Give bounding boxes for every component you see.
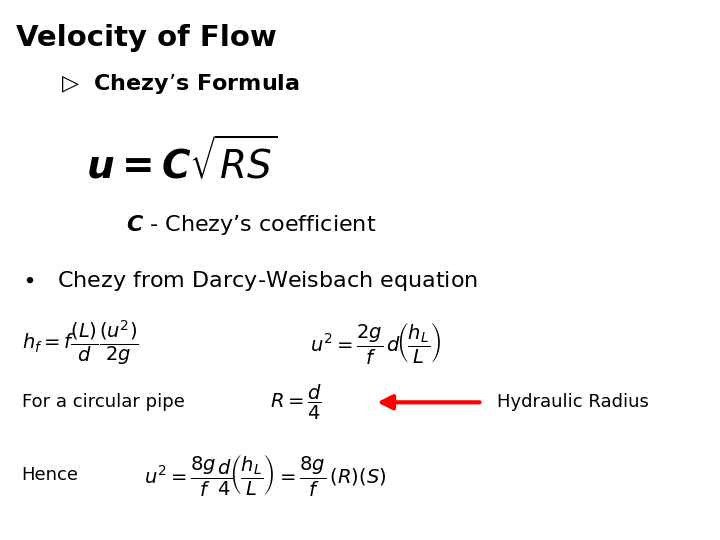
Text: Hydraulic Radius: Hydraulic Radius [497,393,649,411]
Text: $u^2 = \dfrac{8g}{f}\dfrac{d}{4}\!\left(\dfrac{h_L}{L}\right) = \dfrac{8g}{f}\,(: $u^2 = \dfrac{8g}{f}\dfrac{d}{4}\!\left(… [144,452,387,498]
Text: $R = \dfrac{d}{4}$: $R = \dfrac{d}{4}$ [270,383,322,422]
Text: For a circular pipe: For a circular pipe [22,393,184,411]
Text: $\boldsymbol{C}$ - Chezy’s coefficient: $\boldsymbol{C}$ - Chezy’s coefficient [126,212,377,237]
Text: $h_f = f\dfrac{(L)}{d}\dfrac{(u^2)}{2g}$: $h_f = f\dfrac{(L)}{d}\dfrac{(u^2)}{2g}$ [22,319,138,367]
Text: Velocity of Flow: Velocity of Flow [16,24,276,52]
Text: Hence: Hence [22,466,78,484]
Text: $\boldsymbol{u = C\sqrt{RS}}$: $\boldsymbol{u = C\sqrt{RS}}$ [86,138,278,186]
Text: $\triangleright$  Chezy’s Formula: $\triangleright$ Chezy’s Formula [61,71,300,96]
Text: $\bullet$   Chezy from Darcy-Weisbach equation: $\bullet$ Chezy from Darcy-Weisbach equa… [22,269,477,293]
Text: $u^2 = \dfrac{2g}{f}\,d\!\left(\dfrac{h_L}{L}\right)$: $u^2 = \dfrac{2g}{f}\,d\!\left(\dfrac{h_… [310,320,441,366]
